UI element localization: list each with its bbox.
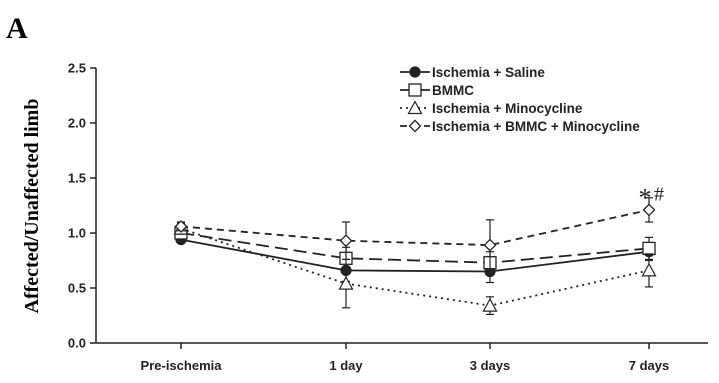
y-tick-label: 1.0 [68, 226, 86, 241]
axes: 0.0 0.5 1.0 1.5 2.0 2.5 Pre-ischemia 1 day 3 day… [68, 61, 708, 373]
legend-label: Ischemia + BMMC + Minocycline [432, 119, 640, 134]
legend-label: Ischemia + Minocycline [432, 101, 583, 116]
data-point [642, 203, 656, 217]
x-tick-label: 1 day [329, 358, 363, 373]
data-point [338, 275, 354, 290]
series-line [180, 238, 650, 273]
y-tick-label: 2.5 [68, 61, 86, 76]
y-tick-label: 0.5 [68, 281, 86, 296]
annotations: * # [639, 183, 665, 212]
series-line [180, 209, 650, 247]
legend: Ischemia + Saline BMMC Ischemia + Minocycl… [400, 65, 640, 134]
legend-item-2: Ischemia + Minocycline [400, 100, 583, 116]
series-line [180, 232, 650, 264]
data-point [174, 219, 188, 233]
data-point [409, 66, 421, 78]
series-line [180, 227, 650, 307]
significance-hash: # [654, 183, 664, 205]
legend-label: BMMC [432, 83, 474, 98]
data-point [408, 83, 422, 97]
series-2 [173, 220, 657, 315]
y-axis-title: Affected/Unaffected limb [21, 99, 43, 314]
legend-item-1: BMMC [400, 83, 474, 98]
x-tick-label: 7 days [629, 358, 669, 373]
series-layer [173, 197, 657, 315]
legend-item-3: Ischemia + BMMC + Minocycline [400, 119, 640, 134]
data-point [483, 238, 497, 252]
data-point [407, 100, 423, 115]
panel-label: A [6, 12, 28, 45]
data-point [641, 262, 657, 277]
legend-item-0: Ischemia + Saline [400, 65, 545, 80]
x-tick-label: Pre-ischemia [141, 358, 223, 373]
data-point [482, 297, 498, 312]
y-tick-label: 0.0 [68, 336, 86, 351]
significance-star: * [639, 183, 652, 212]
x-tick-label: 3 days [470, 358, 510, 373]
series-1 [174, 226, 656, 275]
y-tick-label: 1.5 [68, 171, 86, 186]
legend-label: Ischemia + Saline [432, 65, 545, 80]
series-0 [175, 234, 655, 284]
y-tick-label: 2.0 [68, 116, 86, 131]
series-3 [174, 197, 656, 271]
data-point [408, 119, 422, 133]
data-point [339, 234, 353, 248]
data-point [642, 241, 656, 256]
